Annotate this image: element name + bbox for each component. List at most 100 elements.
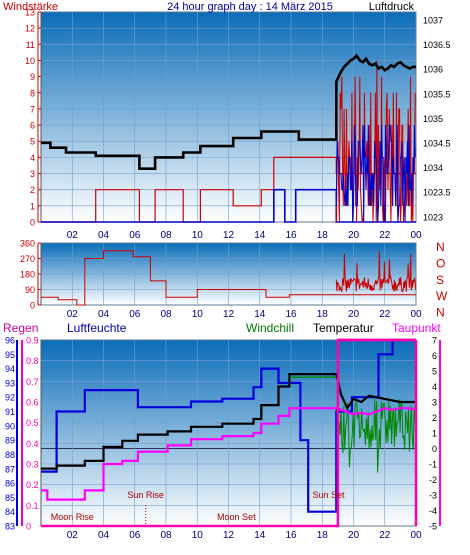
wind-x-tick-label: 08 xyxy=(160,230,172,241)
compass-label: W xyxy=(436,289,448,303)
direction-x-tick-label: 16 xyxy=(285,309,297,320)
direction-line xyxy=(41,250,416,306)
humidity-tick-label: 84 xyxy=(5,507,15,517)
direction-x-tick-label: 14 xyxy=(254,309,266,320)
wind-y-tick-label: 6 xyxy=(30,121,35,131)
wind-x-tick-label: 00 xyxy=(410,230,422,241)
wind-y-tick-label: 4 xyxy=(30,153,35,163)
temperature-line xyxy=(41,373,416,470)
temperature-tick-label: -5 xyxy=(429,522,437,532)
humidity-tick-label: 92 xyxy=(5,393,15,403)
pressure-y-tick-label: 1036.5 xyxy=(423,40,451,50)
sun-moon-annotation: Sun Rise xyxy=(127,490,164,500)
climate-x-tick-label: 04 xyxy=(98,530,110,541)
temperature-tick-label: -2 xyxy=(429,475,437,485)
sun-moon-annotation: Moon Rise xyxy=(51,512,94,522)
compass-label: O xyxy=(436,256,445,270)
humidity-tick-label: 87 xyxy=(5,464,15,474)
direction-y-tick-label: 360 xyxy=(20,239,35,249)
wind-x-tick-label: 20 xyxy=(348,230,360,241)
luftdruck-label: Luftdruck xyxy=(369,1,415,13)
wind-x-tick-label: 12 xyxy=(223,230,235,241)
wind-y-tick-label: 0 xyxy=(30,218,35,228)
temperature-tick-label: 2 xyxy=(432,413,437,423)
humidity-tick-label: 90 xyxy=(5,421,15,431)
dewpoint-line xyxy=(41,407,417,501)
climate-x-tick-label: 00 xyxy=(410,530,422,541)
wind-y-tick-label: 9 xyxy=(30,72,35,82)
regen-tick-label: 0.6 xyxy=(26,398,39,408)
wind-x-tick-label: 16 xyxy=(285,230,297,241)
direction-x-tick-label: 20 xyxy=(348,309,360,320)
wind-x-tick-label: 06 xyxy=(129,230,141,241)
regen-tick-label: 0.4 xyxy=(26,439,39,449)
wind-y-tick-label: 11 xyxy=(26,40,35,50)
climate-x-tick-label: 02 xyxy=(67,530,79,541)
pressure-y-tick-label: 1035.5 xyxy=(423,89,451,99)
regen-tick-label: 0.1 xyxy=(26,501,39,511)
direction-x-tick-label: 06 xyxy=(129,309,141,320)
wind-gust-gusty-line xyxy=(335,124,416,223)
humidity-tick-label: 88 xyxy=(5,450,15,460)
compass-label: N xyxy=(436,240,445,254)
temperature-tick-label: 7 xyxy=(432,336,437,346)
chart-title: 24 hour graph day : 14 März 2015 xyxy=(167,1,333,13)
humidity-tick-label: 95 xyxy=(5,350,15,360)
direction-x-tick-label: 18 xyxy=(317,309,329,320)
direction-y-tick-label: 0 xyxy=(30,301,35,311)
pressure-y-tick-label: 1035 xyxy=(423,114,443,124)
wind-y-tick-label: 8 xyxy=(30,88,35,98)
compass-label: N xyxy=(436,306,445,320)
climate-x-tick-label: 20 xyxy=(348,530,360,541)
direction-x-tick-label: 04 xyxy=(98,309,110,320)
temperature-tick-label: 3 xyxy=(432,398,437,408)
pressure-line xyxy=(41,53,416,170)
wind-x-tick-label: 04 xyxy=(98,230,110,241)
pressure-y-tick-label: 1036 xyxy=(423,65,443,75)
temperature-tick-label: -3 xyxy=(429,491,437,501)
sun-moon-annotation: Moon Set xyxy=(217,512,256,522)
direction-x-tick-label: 02 xyxy=(67,309,79,320)
taupunkt-label: Taupunkt xyxy=(392,321,441,335)
direction-noisy-line xyxy=(335,250,417,293)
wind-x-tick-label: 22 xyxy=(379,230,391,241)
humidity-tick-label: 93 xyxy=(5,378,15,388)
direction-x-tick-label: 00 xyxy=(410,309,422,320)
wind-y-tick-label: 10 xyxy=(25,56,35,66)
regen-tick-label: 0.5 xyxy=(26,418,39,428)
humidity-line xyxy=(41,338,416,513)
wind-y-tick-label: 7 xyxy=(30,104,35,114)
wind-y-tick-label: 1 xyxy=(30,201,35,211)
climate-x-tick-label: 18 xyxy=(317,530,329,541)
regen-tick-label: 0.7 xyxy=(26,377,39,387)
temperature-tick-label: -4 xyxy=(429,506,437,516)
regen-tick-label: 0.9 xyxy=(26,336,39,346)
humidity-tick-label: 94 xyxy=(5,364,15,374)
temperature-tick-label: 6 xyxy=(432,351,437,361)
humidity-tick-label: 89 xyxy=(5,436,15,446)
windchill-noisy-line xyxy=(335,399,417,473)
sun-moon-annotation: Sun Set xyxy=(312,490,345,500)
climate-x-tick-label: 06 xyxy=(129,530,141,541)
wind-x-tick-label: 10 xyxy=(192,230,204,241)
climate-x-tick-label: 22 xyxy=(379,530,391,541)
climate-x-tick-label: 16 xyxy=(285,530,297,541)
humidity-tick-label: 91 xyxy=(5,407,15,417)
regen-tick-label: 0 xyxy=(26,522,31,532)
climate-x-tick-label: 08 xyxy=(160,530,172,541)
pressure-y-tick-label: 1034.5 xyxy=(423,139,451,149)
direction-y-tick-label: 180 xyxy=(20,270,35,280)
direction-x-tick-label: 12 xyxy=(223,309,235,320)
climate-x-tick-label: 10 xyxy=(192,530,204,541)
wind-x-tick-label: 18 xyxy=(317,230,329,241)
regen-tick-label: 0.2 xyxy=(26,480,39,490)
humidity-tick-label: 85 xyxy=(5,493,15,503)
wind-x-tick-label: 14 xyxy=(254,230,266,241)
temperature-tick-label: 1 xyxy=(432,429,437,439)
temperature-tick-label: 4 xyxy=(432,382,437,392)
windchill-label: Windchill xyxy=(246,321,294,335)
windstaerke-label: Windstärke xyxy=(3,1,58,13)
temperature-tick-label: -1 xyxy=(429,460,437,470)
